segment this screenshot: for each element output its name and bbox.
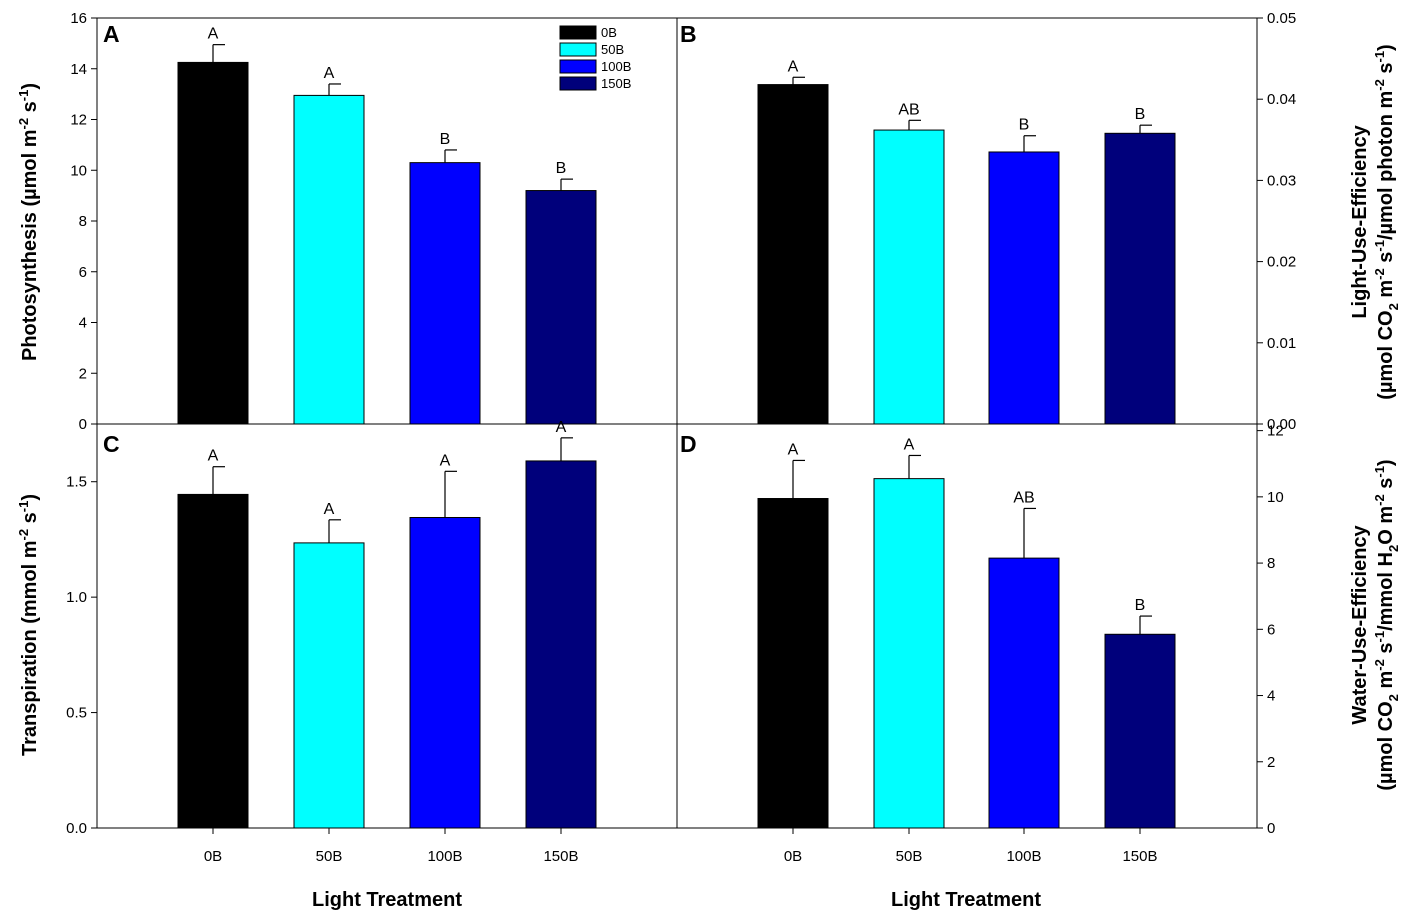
legend-swatch-100b: [559, 59, 597, 74]
plot-frames: [96, 17, 1258, 829]
panel-letter-a: A: [103, 21, 120, 47]
panel-letter-c: C: [103, 431, 120, 457]
bar-0b: [757, 498, 829, 829]
y-tick-label: 0.01: [1267, 335, 1296, 352]
y-tick-label: 10: [70, 162, 87, 179]
significance-letter: A: [788, 58, 799, 75]
bar-50b: [293, 94, 365, 425]
legend-label-0b: 0B: [601, 25, 617, 40]
wue-title-line2: (µmol CO2 m-2 s-1/mmol H2O m-2 s-1): [1372, 459, 1401, 790]
wue-title-line1: Water-Use-Efficiency: [1349, 524, 1371, 724]
y-tick-label: 0.04: [1267, 91, 1296, 108]
legend-swatch-50b: [559, 42, 597, 57]
significance-letter: A: [904, 436, 915, 453]
significance-letter: A: [208, 448, 219, 465]
panel-b-light-use-efficiency: 0.00 0.01 0.02 0.03 0.04 0.05 A AB B B: [757, 10, 1296, 433]
significance-letter: A: [324, 501, 335, 518]
y-tick-label: 8: [1267, 555, 1275, 572]
x-tick-label: 50B: [316, 848, 343, 865]
legend: 0B 50B 100B 150B: [559, 25, 631, 91]
x-tick-label: 0B: [204, 848, 222, 865]
bar-150b: [525, 460, 597, 829]
x-axis-title-left: Light Treatment: [312, 889, 462, 911]
significance-letter: A: [208, 26, 219, 43]
y-tick-label: 10: [1267, 489, 1284, 506]
x-tick-label: 100B: [427, 848, 462, 865]
panel-letter-d: D: [680, 431, 697, 457]
bar-100b: [988, 151, 1060, 425]
y-tick-label: 0.03: [1267, 172, 1296, 189]
x-tick-label: 150B: [543, 848, 578, 865]
panel-c-transpiration: 0.0 0.5 1.0 1.5 A 0B A 50B A 100B A 150B: [66, 419, 597, 865]
y-tick-label: 1.0: [66, 589, 87, 606]
y-tick-label: 12: [70, 112, 87, 129]
bar-50b: [873, 129, 945, 425]
y-axis-title-light-use-efficiency: Light-Use-Efficiency (µmol CO2 m-2 s-1/µ…: [1349, 44, 1401, 399]
significance-letter: AB: [898, 101, 919, 118]
y-tick-label: 0: [1267, 820, 1275, 837]
bar-50b: [293, 542, 365, 829]
x-tick-label: 100B: [1006, 848, 1041, 865]
bar-150b: [525, 190, 597, 425]
bar-100b: [409, 516, 481, 829]
luse-title-line1: Light-Use-Efficiency: [1349, 124, 1371, 318]
y-tick-label: 2: [79, 365, 87, 382]
significance-letter: AB: [1013, 489, 1034, 506]
luse-title-line2: (µmol CO2 m-2 s-1/µmol photon m-2 s-1): [1372, 44, 1401, 399]
y-tick-label: 0.00: [1267, 416, 1296, 433]
x-axis-title-right: Light Treatment: [891, 889, 1041, 911]
legend-swatch-150b: [559, 76, 597, 91]
significance-letter: A: [788, 441, 799, 458]
panel-a-photosynthesis: 0 2 4 6 8 10 12 14 16 A A B B: [70, 10, 597, 433]
legend-label-150b: 150B: [601, 76, 631, 91]
bar-100b: [988, 557, 1060, 829]
bar-0b: [177, 61, 249, 425]
significance-letter: B: [1019, 117, 1030, 134]
y-tick-label: 0.05: [1267, 10, 1296, 27]
y-tick-label: 14: [70, 61, 87, 78]
panel-d-water-use-efficiency: 0 2 4 6 8 10 12 A 0B A 50B AB 100B B 150B: [757, 423, 1284, 865]
legend-label-50b: 50B: [601, 42, 624, 57]
bar-0b: [177, 493, 249, 829]
y-tick-label: 0.02: [1267, 254, 1296, 271]
y-tick-label: 12: [1267, 423, 1284, 440]
y-tick-label: 4: [79, 315, 87, 332]
y-tick-label: 0: [79, 416, 87, 433]
y-tick-label: 6: [79, 264, 87, 281]
bar-0b: [757, 84, 829, 425]
y-tick-label: 6: [1267, 621, 1275, 638]
y-tick-label: 2: [1267, 754, 1275, 771]
panel-letter-b: B: [680, 21, 697, 47]
significance-letter: A: [556, 419, 567, 436]
y-tick-label: 0.5: [66, 705, 87, 722]
legend-label-100b: 100B: [601, 59, 631, 74]
y-axis-title-water-use-efficiency: Water-Use-Efficiency (µmol CO2 m-2 s-1/m…: [1349, 459, 1401, 790]
y-tick-label: 0.0: [66, 820, 87, 837]
y-tick-label: 8: [79, 213, 87, 230]
bar-150b: [1104, 132, 1176, 425]
significance-letter: B: [440, 131, 451, 148]
significance-letter: B: [556, 160, 567, 177]
significance-letter: B: [1135, 106, 1146, 123]
y-tick-label: 4: [1267, 688, 1275, 705]
legend-swatch-0b: [559, 25, 597, 40]
x-tick-label: 50B: [896, 848, 923, 865]
significance-letter: A: [324, 65, 335, 82]
x-tick-label: 150B: [1122, 848, 1157, 865]
bar-150b: [1104, 633, 1176, 829]
significance-letter: B: [1135, 597, 1146, 614]
x-tick-label: 0B: [784, 848, 802, 865]
y-axis-title-photosynthesis: Photosynthesis (µmol m-2 s-1): [16, 83, 41, 361]
bar-50b: [873, 478, 945, 829]
y-tick-label: 16: [70, 10, 87, 27]
y-tick-label: 1.5: [66, 474, 87, 491]
y-axis-title-transpiration: Transpiration (mmol m-2 s-1): [16, 494, 41, 756]
bar-100b: [409, 162, 481, 425]
significance-letter: A: [440, 452, 451, 469]
